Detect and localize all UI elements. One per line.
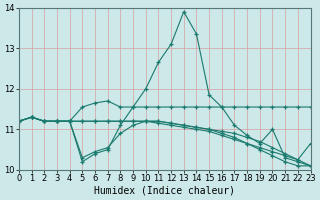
- X-axis label: Humidex (Indice chaleur): Humidex (Indice chaleur): [94, 186, 235, 196]
